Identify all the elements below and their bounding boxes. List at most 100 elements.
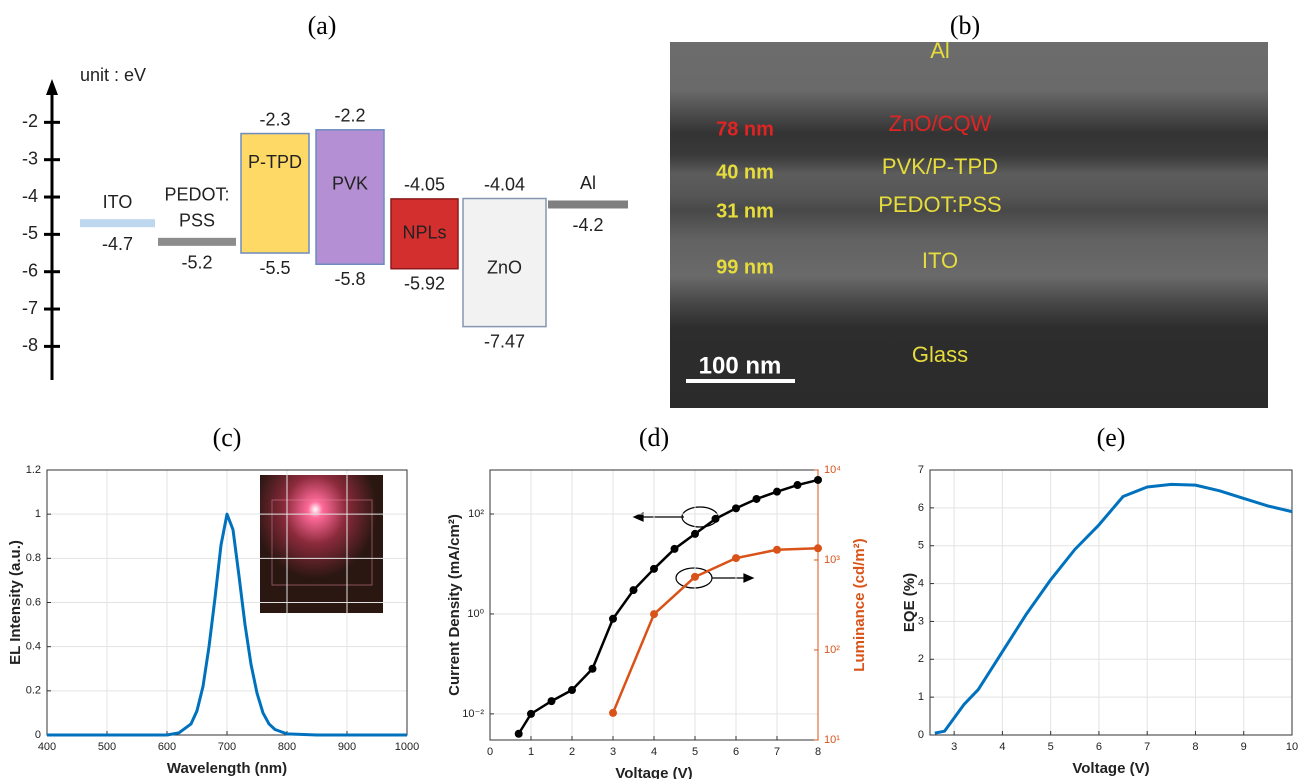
layer-label: ITO — [922, 248, 958, 273]
top-label: -2.2 — [334, 106, 365, 126]
y-tick-label: 6 — [918, 502, 924, 514]
x-tick-label: 5 — [1048, 741, 1054, 753]
y-tick-label: 1.2 — [26, 464, 41, 476]
data-point — [814, 476, 822, 484]
layer-name: PVK — [332, 174, 368, 194]
layer-label: PVK/P-TPD — [882, 154, 998, 179]
bottom-label: -5.5 — [259, 258, 290, 278]
data-point — [609, 615, 617, 623]
thickness-label: 31 nm — [716, 200, 774, 222]
page: (b) Al ZnO/CQW PVK/P-TPD PEDOT:PSS ITO G… — [0, 0, 1301, 779]
y-tick-label: -6 — [22, 260, 38, 280]
x-axis-label: Wavelength (nm) — [167, 760, 287, 777]
data-point — [527, 710, 535, 718]
arrow-head — [744, 574, 753, 582]
x-axis-label: Voltage (V) — [1072, 760, 1149, 777]
data-point — [650, 610, 658, 618]
level-label: -4.7 — [102, 234, 133, 254]
y-tick-label: 1 — [35, 508, 41, 520]
thickness-label: 40 nm — [716, 161, 774, 183]
panel-title: (a) — [308, 11, 337, 40]
x-tick-label: 6 — [1096, 741, 1102, 753]
level-label: -5.2 — [181, 253, 212, 273]
top-label: -2.3 — [259, 109, 290, 129]
level-label: -4.2 — [572, 215, 603, 235]
data-point — [712, 515, 720, 523]
layer-name: Al — [580, 173, 596, 193]
panel-title: (d) — [639, 423, 669, 452]
energy-level — [158, 238, 236, 246]
panel-title: (b) — [950, 11, 980, 40]
data-point — [568, 686, 576, 694]
thickness-label: 78 nm — [716, 118, 774, 140]
x-tick-label: 600 — [158, 741, 176, 753]
data-point — [732, 504, 740, 512]
data-point — [671, 545, 679, 553]
layer-label: PEDOT:PSS — [878, 192, 1001, 217]
y-tick-label: 10⁰ — [467, 608, 484, 620]
layer-name: ZnO — [487, 258, 522, 278]
x-tick-label: 4 — [999, 741, 1005, 753]
x-tick-label: 1000 — [395, 741, 419, 753]
y-tick-label: 4 — [918, 577, 924, 589]
panel-title: (e) — [1097, 423, 1126, 452]
x-tick-label: 400 — [38, 741, 56, 753]
y-tick-label: 0.2 — [26, 685, 41, 697]
x-tick-label: 4 — [651, 746, 657, 758]
data-point — [773, 488, 781, 496]
top-label: -4.04 — [484, 174, 525, 194]
layer-label: ZnO/CQW — [889, 111, 992, 136]
y-tick-label: 3 — [918, 615, 924, 627]
x-tick-label: 7 — [1144, 741, 1150, 753]
x-tick-label: 800 — [278, 741, 296, 753]
x-tick-label: 3 — [610, 746, 616, 758]
y-tick-label: 1 — [918, 691, 924, 703]
x-tick-label: 700 — [218, 741, 236, 753]
y-tick-label: 2 — [918, 653, 924, 665]
x-tick-label: 8 — [815, 746, 821, 758]
x-tick-label: 3 — [951, 741, 957, 753]
energy-level — [548, 200, 628, 208]
data-line — [613, 548, 818, 713]
x-tick-label: 500 — [98, 741, 116, 753]
energy-level — [80, 219, 155, 227]
energy-band — [316, 130, 384, 264]
data-point — [630, 586, 638, 594]
bottom-label: -5.8 — [334, 269, 365, 289]
data-point — [691, 530, 699, 538]
tem-panel: (b) Al ZnO/CQW PVK/P-TPD PEDOT:PSS ITO G… — [670, 11, 1268, 408]
x-tick-label: 0 — [487, 746, 493, 758]
y-axis-label: EL Intensity (a.u.) — [7, 540, 24, 665]
y-tick-label: 0.6 — [26, 596, 41, 608]
y-tick-label: 7 — [918, 464, 924, 476]
y-tick-label: 0.8 — [26, 552, 41, 564]
x-tick-label: 2 — [569, 746, 575, 758]
y2-axis-label: Luminance (cd/m²) — [851, 538, 868, 671]
x-tick-label: 1 — [528, 746, 534, 758]
y-tick-label: 0 — [918, 729, 924, 741]
inset-photo — [260, 475, 383, 613]
data-line — [519, 480, 818, 734]
data-point — [609, 709, 617, 717]
y-tick-label: -7 — [22, 298, 38, 318]
layer-label: Al — [930, 38, 950, 63]
y-tick-label: 0.4 — [26, 641, 41, 653]
y2-tick-label: 10¹ — [824, 734, 840, 746]
y-tick-label: 0 — [35, 729, 41, 741]
data-point — [753, 495, 761, 503]
x-axis-label: Voltage (V) — [615, 765, 692, 779]
scale-bar-label: 100 nm — [699, 352, 782, 379]
x-tick-label: 5 — [692, 746, 698, 758]
data-line — [935, 484, 1292, 733]
thickness-label: 99 nm — [716, 256, 774, 278]
x-tick-label: 9 — [1241, 741, 1247, 753]
layer-name: PEDOT: — [164, 185, 229, 205]
layer-name: ITO — [103, 192, 133, 212]
data-point — [794, 481, 802, 489]
x-tick-label: 10 — [1286, 741, 1298, 753]
data-point — [589, 665, 597, 673]
x-tick-label: 900 — [338, 741, 356, 753]
y-tick-label: 10² — [468, 508, 484, 520]
data-point — [650, 565, 658, 573]
y-tick-label: -2 — [22, 111, 38, 131]
